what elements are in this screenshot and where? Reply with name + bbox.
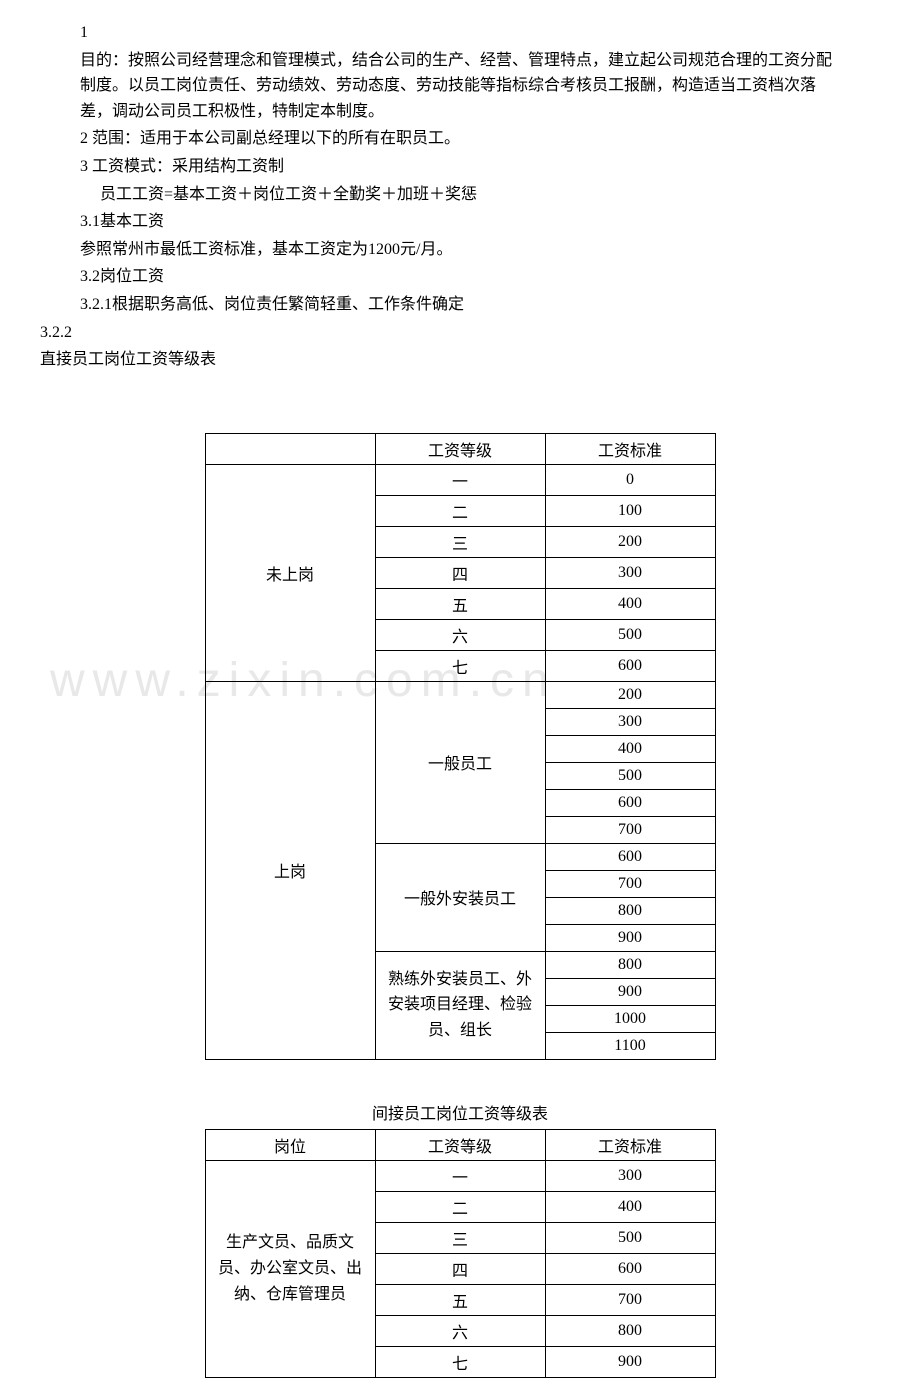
level-cell: 四 [375,557,545,588]
section-3-mode: 3 工资模式：采用结构工资制 [80,154,840,180]
standard-cell: 600 [545,789,715,816]
table2-title: 间接员工岗位工资等级表 [372,1100,548,1124]
level-cell: 一 [375,1160,545,1191]
level-cell: 六 [375,1315,545,1346]
level-cell: 四 [375,1253,545,1284]
level-cell: 五 [375,1284,545,1315]
level-cell: 七 [375,1346,545,1377]
standard-cell: 800 [545,1315,715,1346]
standard-cell: 800 [545,897,715,924]
level-cell: 二 [375,495,545,526]
header-empty [205,433,375,464]
standard-cell: 700 [545,1284,715,1315]
section-31-desc: 参照常州市最低工资标准，基本工资定为1200元/月。 [80,237,840,263]
standard-cell: 200 [545,681,715,708]
standard-cell: 400 [545,1191,715,1222]
header-position: 岗位 [205,1129,375,1160]
standard-cell: 300 [545,708,715,735]
section-1-purpose: 目的：按照公司经营理念和管理模式，结合公司的生产、经营、管理特点，建立起公司规范… [80,48,840,125]
standard-cell: 1000 [545,1005,715,1032]
standard-cell: 1100 [545,1032,715,1059]
table-row: 未上岗 一 0 [205,464,715,495]
standard-cell: 500 [545,762,715,789]
standard-cell: 500 [545,1222,715,1253]
table-header-row: 岗位 工资等级 工资标准 [205,1129,715,1160]
section-322-title: 直接员工岗位工资等级表 [40,347,880,373]
table-row: 生产文员、品质文员、办公室文员、出纳、仓库管理员 一 300 [205,1160,715,1191]
standard-cell: 100 [545,495,715,526]
standard-cell: 600 [545,1253,715,1284]
section-31-basic-wage: 3.1基本工资 [80,209,840,235]
header-wage-level: 工资等级 [375,433,545,464]
standard-cell: 400 [545,735,715,762]
header-wage-standard: 工资标准 [545,433,715,464]
standard-cell: 600 [545,843,715,870]
standard-cell: 600 [545,650,715,681]
header-wage-level: 工资等级 [375,1129,545,1160]
header-wage-standard: 工资标准 [545,1129,715,1160]
subcategory-install: 一般外安装员工 [375,843,545,951]
category-not-on-post: 未上岗 [205,464,375,681]
section-32-position-wage: 3.2岗位工资 [80,264,840,290]
section-1-number: 1 [80,20,840,46]
level-cell: 六 [375,619,545,650]
standard-cell: 800 [545,951,715,978]
category-on-post: 上岗 [205,681,375,1059]
direct-employee-wage-table: 工资等级 工资标准 未上岗 一 0 二 100 三 200 四 300 五 40… [205,433,716,1060]
standard-cell: 500 [545,619,715,650]
table-header-row: 工资等级 工资标准 [205,433,715,464]
level-cell: 二 [375,1191,545,1222]
standard-cell: 200 [545,526,715,557]
level-cell: 七 [375,650,545,681]
table-row: 上岗 一般员工 200 [205,681,715,708]
subcategory-general: 一般员工 [375,681,545,843]
standard-cell: 900 [545,924,715,951]
standard-cell: 700 [545,870,715,897]
standard-cell: 0 [545,464,715,495]
level-cell: 一 [375,464,545,495]
level-cell: 三 [375,1222,545,1253]
section-322-number: 3.2.2 [40,320,880,346]
indirect-employee-wage-table: 岗位 工资等级 工资标准 生产文员、品质文员、办公室文员、出纳、仓库管理员 一 … [205,1129,716,1378]
standard-cell: 900 [545,1346,715,1377]
standard-cell: 700 [545,816,715,843]
category-indirect: 生产文员、品质文员、办公室文员、出纳、仓库管理员 [205,1160,375,1377]
standard-cell: 400 [545,588,715,619]
level-cell: 五 [375,588,545,619]
section-2-scope: 2 范围：适用于本公司副总经理以下的所有在职员工。 [80,126,840,152]
standard-cell: 300 [545,557,715,588]
subcategory-skilled: 熟练外安装员工、外安装项目经理、检验员、组长 [375,951,545,1059]
wage-formula: 员工工资=基本工资＋岗位工资＋全勤奖＋加班＋奖惩 [80,182,840,208]
standard-cell: 900 [545,978,715,1005]
section-321: 3.2.1根据职务高低、岗位责任繁简轻重、工作条件确定 [80,292,840,318]
standard-cell: 300 [545,1160,715,1191]
level-cell: 三 [375,526,545,557]
